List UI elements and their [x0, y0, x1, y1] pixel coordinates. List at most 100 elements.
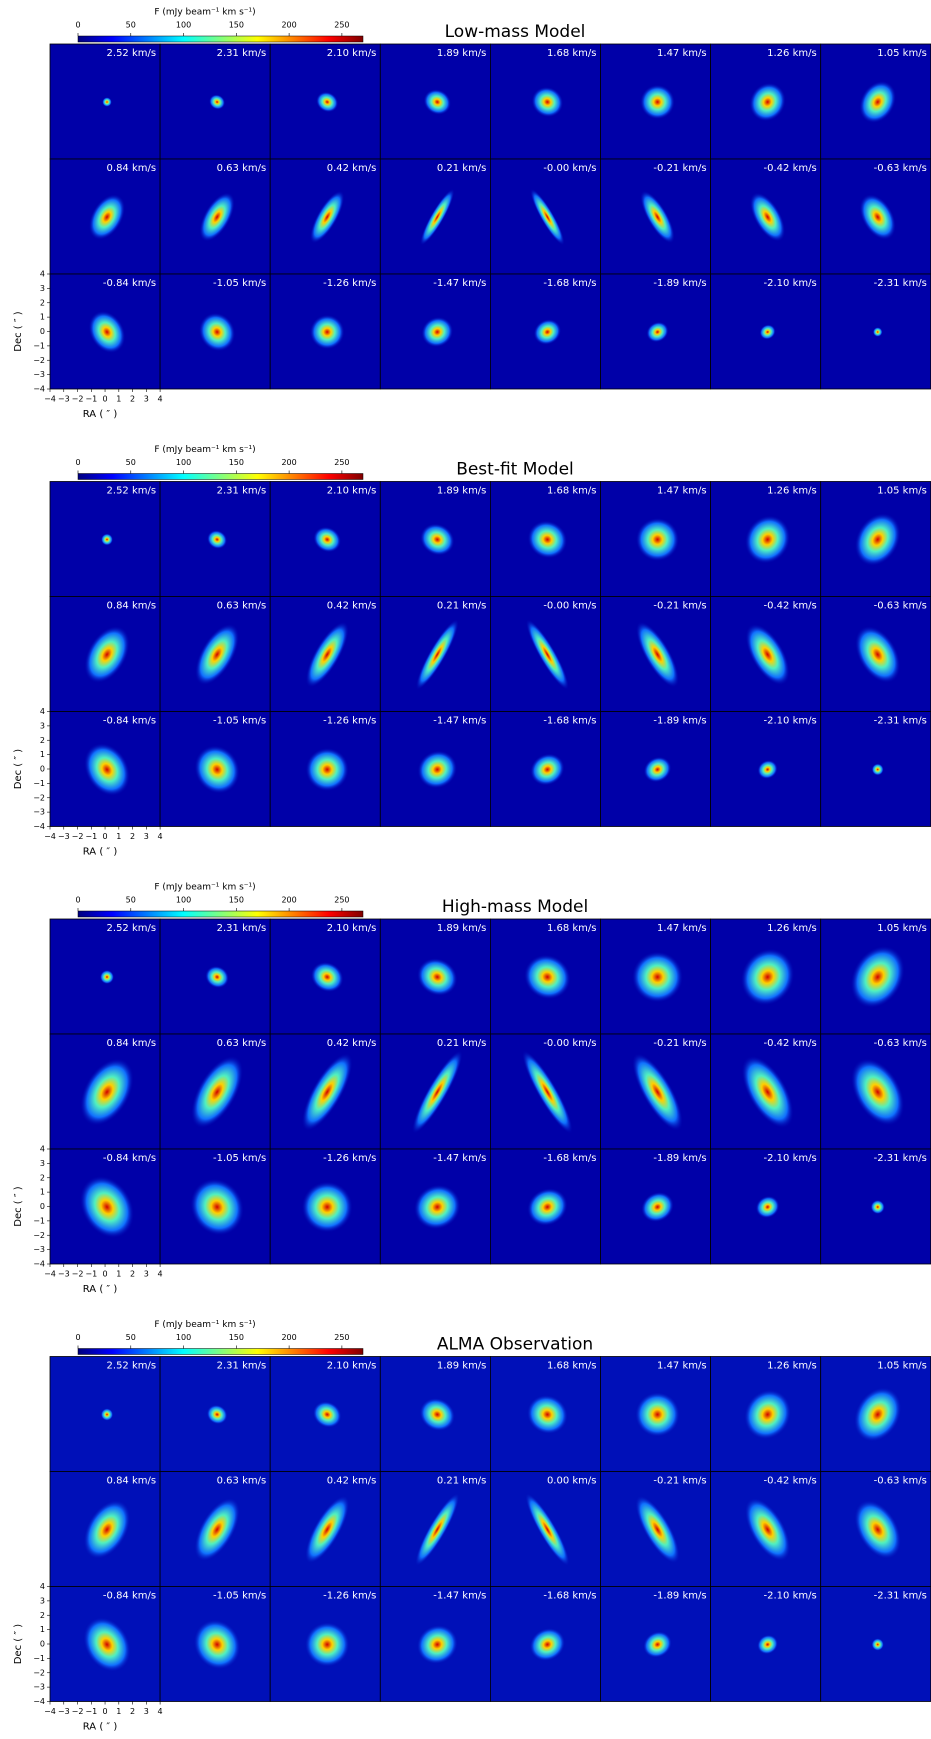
emission — [416, 1624, 459, 1665]
channel-label: -2.31 km/s — [874, 1591, 927, 1602]
channel-label: 1.47 km/s — [657, 486, 707, 497]
channel-label: 2.52 km/s — [107, 1361, 157, 1372]
x-tick-label: −3 — [58, 395, 70, 404]
y-tick-label: −2 — [33, 1668, 45, 1677]
emission — [853, 1499, 902, 1560]
x-tick-label: 0 — [103, 1707, 108, 1716]
channel-label: -1.05 km/s — [213, 1153, 266, 1164]
channel-label: -0.84 km/s — [103, 716, 156, 727]
y-tick-label: −4 — [33, 385, 45, 394]
channel-label: 1.47 km/s — [657, 923, 707, 934]
emission — [198, 312, 236, 352]
emission — [642, 1631, 673, 1658]
channel-label: -1.47 km/s — [433, 1591, 486, 1602]
emission — [859, 80, 897, 124]
emission — [646, 321, 669, 343]
channel-label: 1.26 km/s — [767, 923, 817, 934]
colorbar-tick-label: 50 — [126, 1333, 136, 1342]
channel-label: -1.47 km/s — [433, 278, 486, 289]
channel-label: -2.10 km/s — [764, 716, 817, 727]
colorbar-tick-label: 100 — [176, 458, 191, 467]
channel-label: -0.42 km/s — [764, 601, 817, 612]
emission — [522, 1050, 573, 1134]
x-tick-label: 2 — [130, 395, 135, 404]
channel-label: 1.68 km/s — [547, 923, 597, 934]
channel-label: -0.84 km/s — [103, 1153, 156, 1164]
x-axis-label: RA ( ″ ) — [83, 1284, 118, 1295]
colorbar-tick-label: 200 — [281, 21, 296, 30]
emission — [305, 621, 349, 688]
panel-title: High-mass Model — [442, 897, 588, 917]
emission — [871, 763, 884, 776]
y-tick-label: −1 — [33, 1216, 45, 1225]
emission — [525, 619, 569, 690]
channel-label: -0.63 km/s — [874, 1038, 927, 1049]
y-tick-label: −1 — [33, 341, 45, 350]
emission — [82, 1616, 132, 1673]
colorbar-tick-label: 150 — [229, 896, 244, 905]
x-tick-label: −3 — [58, 1707, 70, 1716]
emission — [526, 1394, 569, 1435]
colorbar — [77, 473, 364, 480]
x-tick-label: 0 — [103, 395, 108, 404]
emission — [88, 310, 126, 354]
emission — [635, 621, 680, 688]
colorbar-tick-label: 50 — [126, 21, 136, 30]
y-tick-label: 4 — [40, 1582, 45, 1591]
channel-label: -0.21 km/s — [653, 601, 706, 612]
colorbar-tick-label: 0 — [75, 21, 80, 30]
emission — [740, 948, 795, 1006]
channel-label: -1.05 km/s — [213, 1591, 266, 1602]
emission — [415, 619, 459, 690]
channel-label: 2.52 km/s — [107, 923, 157, 934]
x-tick-label: −1 — [85, 1707, 97, 1716]
emission — [871, 1638, 885, 1651]
colorbar-tick-label: 0 — [75, 1333, 80, 1342]
y-tick-label: 0 — [40, 765, 45, 774]
x-tick-label: 2 — [130, 832, 135, 841]
x-tick-label: 1 — [116, 395, 121, 404]
y-tick-label: 4 — [40, 707, 45, 716]
channel-label: 0.21 km/s — [437, 601, 487, 612]
x-tick-label: 1 — [116, 1707, 121, 1716]
x-tick-label: −1 — [85, 832, 97, 841]
emission — [850, 1058, 905, 1126]
emission — [853, 1386, 902, 1443]
panel: ALMA Observation F (mJy beam⁻¹ km s⁻¹) 0 50… — [13, 1320, 931, 1733]
emission — [206, 1404, 228, 1425]
x-tick-label: 4 — [158, 1707, 163, 1716]
channel-label: 1.05 km/s — [877, 48, 927, 59]
emission — [101, 533, 113, 546]
y-tick-label: 2 — [40, 298, 45, 307]
y-tick-label: 1 — [40, 1625, 45, 1634]
colorbar-tick-label: 150 — [229, 1333, 244, 1342]
colorbar-tick-label: 100 — [176, 896, 191, 905]
emission — [99, 969, 115, 985]
channel-label: -0.21 km/s — [653, 163, 706, 174]
emission — [419, 1397, 456, 1432]
channel-label: 1.68 km/s — [547, 48, 597, 59]
channel-label: 1.26 km/s — [767, 48, 817, 59]
emission — [313, 526, 342, 553]
emission — [640, 190, 675, 244]
y-tick-label: −3 — [33, 370, 45, 379]
channel-label: 0.84 km/s — [107, 163, 157, 174]
y-tick-label: 2 — [40, 1611, 45, 1620]
emission — [755, 1195, 780, 1219]
colorbar — [77, 35, 364, 43]
y-tick-label: 1 — [40, 1188, 45, 1197]
y-axis-label: Dec ( ″ ) — [13, 311, 24, 352]
channel-label: -1.26 km/s — [323, 278, 376, 289]
y-tick-label: 0 — [40, 1202, 45, 1211]
channel-label: 1.68 km/s — [547, 1361, 597, 1372]
panel: High-mass Model F (mJy beam⁻¹ km s⁻¹) 0 50 1… — [13, 883, 931, 1295]
x-tick-label: 2 — [130, 1270, 135, 1279]
colorbar — [77, 910, 364, 918]
emission — [190, 1178, 244, 1236]
channel-label: -2.10 km/s — [764, 1153, 817, 1164]
x-tick-label: 4 — [158, 1270, 163, 1279]
channel-label: 2.31 km/s — [217, 48, 267, 59]
channel-label: -1.47 km/s — [433, 1153, 486, 1164]
channel-label: -1.05 km/s — [213, 278, 266, 289]
